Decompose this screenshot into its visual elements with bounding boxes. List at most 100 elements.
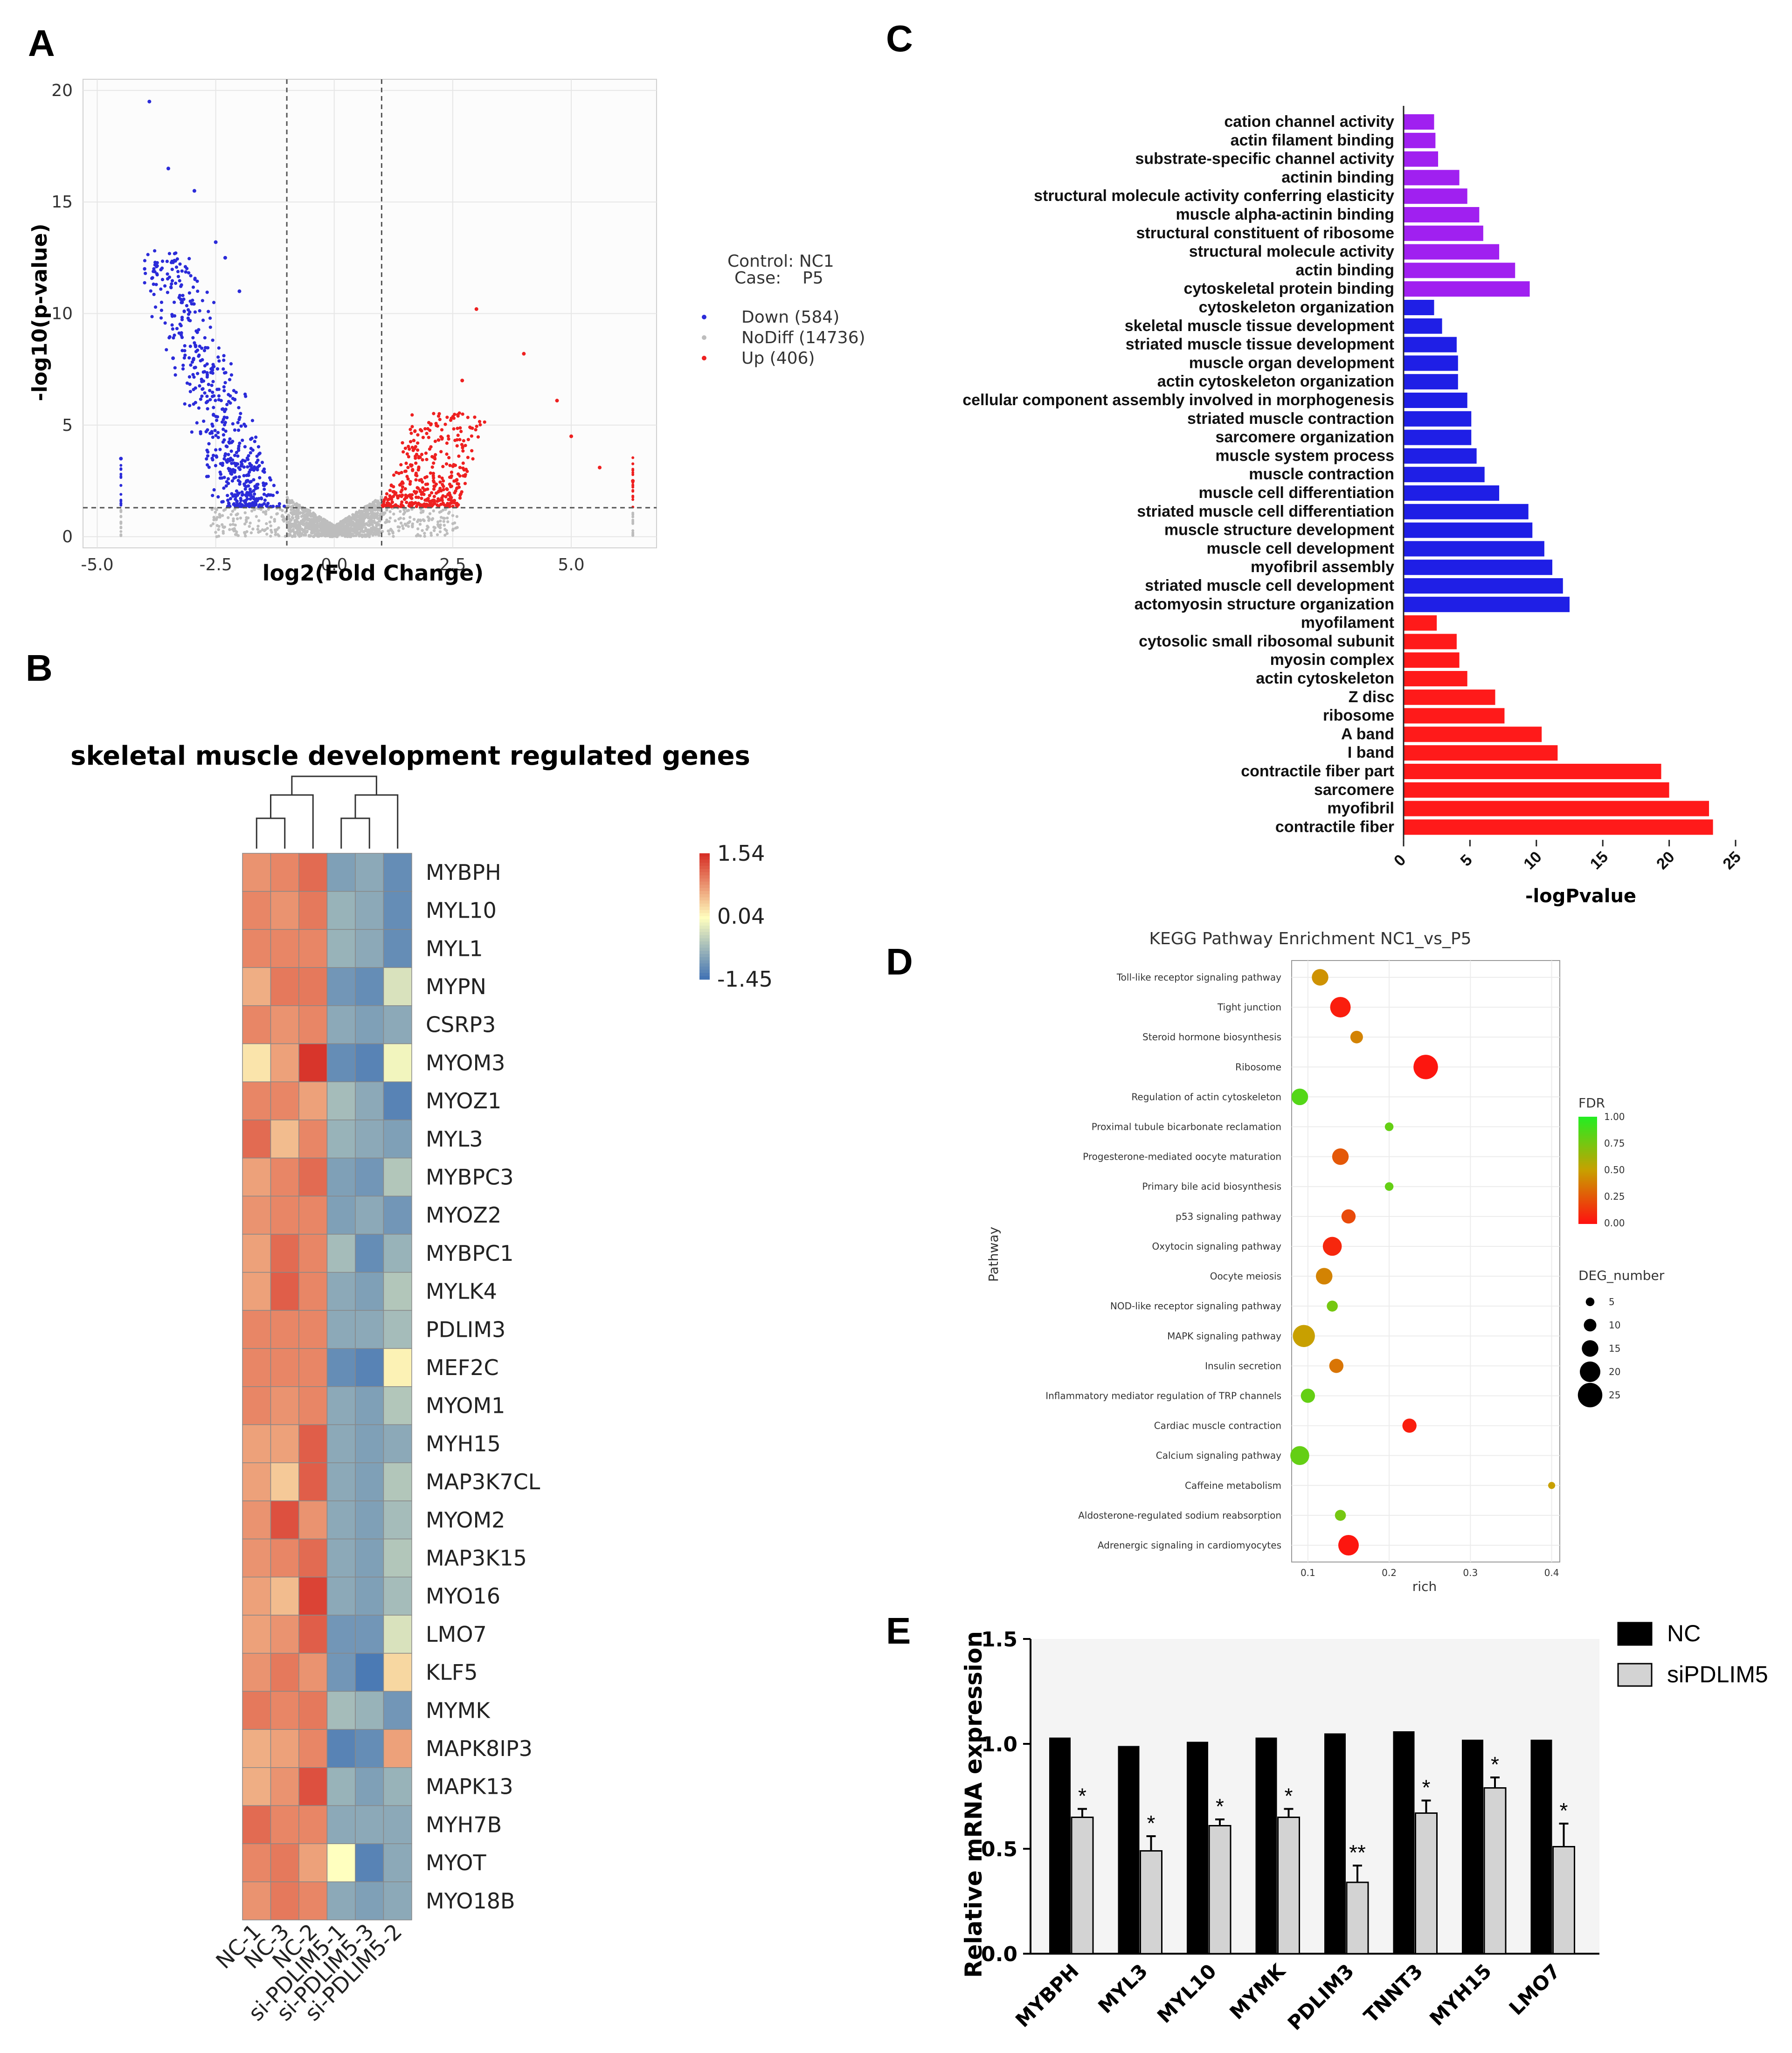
volcano-point-down: [249, 497, 252, 501]
volcano-point-down: [268, 476, 272, 480]
heatmap-cell: [383, 1462, 412, 1501]
kegg-dot: [1413, 1055, 1438, 1079]
volcano-point-down: [265, 494, 269, 498]
volcano-point-down: [191, 373, 195, 377]
go-term-label: structural constituent of ribosome: [1136, 224, 1395, 242]
heatmap-cell: [270, 1462, 299, 1501]
kegg-pathway-label: Inflammatory mediator regulation of TRP …: [1045, 1390, 1281, 1401]
go-bar: [1404, 170, 1460, 186]
volcano-point-nodiff: [326, 532, 330, 535]
volcano-point-nodiff: [292, 525, 295, 528]
volcano-point-up: [431, 498, 435, 502]
heatmap-cell: [383, 1386, 412, 1425]
volcano-point-up: [414, 478, 418, 482]
volcano-point-up: [410, 413, 414, 417]
volcano-point-down: [236, 429, 241, 432]
kegg-fdr-legend-label: 0.50: [1604, 1164, 1625, 1175]
volcano-point-down: [231, 468, 235, 471]
volcano-point-down: [222, 371, 227, 375]
volcano-point-nodiff: [360, 510, 363, 513]
volcano-point-nodiff: [255, 515, 258, 518]
volcano-point-down: [195, 421, 199, 425]
volcano-point-down: [233, 428, 237, 432]
volcano-point-down: [199, 432, 202, 435]
kegg-fdr-legend-labels: 1.00 0.75 0.50 0.25 0.00: [1604, 1111, 1625, 1229]
heatmap-panel: skeletal muscle development regulated ge…: [70, 741, 773, 2026]
volcano-point-up: [408, 482, 412, 486]
volcano-point-up: [442, 479, 445, 483]
heatmap-cell: [298, 1729, 328, 1768]
heatmap-cell: [270, 1348, 299, 1387]
volcano-point-nodiff: [245, 530, 249, 533]
volcano-point-nodiff: [218, 512, 221, 516]
heatmap-column-labels: NC-1NC-3NC-2si-PDLIM5-1si-PDLIM5-3si-PDL…: [211, 1919, 407, 2025]
volcano-point-nodiff: [342, 525, 346, 528]
volcano-point-down: [214, 454, 218, 458]
volcano-point-down: [243, 459, 247, 463]
volcano-gridlines: [83, 79, 657, 548]
volcano-point-nodiff: [302, 530, 305, 533]
volcano-point-down: [187, 308, 190, 312]
heatmap-cell: [383, 1157, 412, 1197]
volcano-point-nodiff: [239, 516, 242, 520]
heatmap-colorbar-segment: [699, 967, 710, 970]
heatmap-row-label: MYOZ1: [426, 1088, 501, 1113]
heatmap-colorbar-segment: [699, 976, 710, 980]
volcano-point-up: [435, 503, 439, 507]
heatmap-row-label: CSRP3: [426, 1012, 496, 1037]
volcano-point-nodiff: [339, 523, 343, 526]
go-term-label: actomyosin structure organization: [1135, 595, 1394, 613]
volcano-point-nodiff: [306, 509, 309, 512]
heatmap-cell: [242, 1691, 271, 1730]
volcano-point-up: [433, 484, 437, 488]
volcano-point-edge: [119, 530, 123, 533]
volcano-point-nodiff: [210, 508, 214, 511]
volcano-point-up: [448, 494, 452, 498]
volcano-point-up: [397, 471, 401, 475]
volcano-point-up: [445, 441, 449, 445]
heatmap-row-label: MAPK13: [426, 1774, 513, 1799]
volcano-point-nodiff: [298, 532, 302, 535]
volcano-point-nodiff: [439, 519, 442, 523]
volcano-point-nodiff: [426, 525, 430, 529]
heatmap-cell: [270, 1120, 299, 1159]
heatmap-cell: [298, 1767, 328, 1806]
heatmap-cell: [383, 1729, 412, 1768]
volcano-point-down: [235, 492, 240, 496]
volcano-point-down: [242, 474, 246, 477]
volcano-point-nodiff: [228, 528, 231, 531]
volcano-point-down: [166, 272, 169, 276]
volcano-point-up: [425, 457, 429, 462]
volcano-point-up: [456, 433, 460, 437]
volcano-point-up: [463, 482, 467, 485]
kegg-dot: [1350, 1030, 1363, 1044]
volcano-point-nodiff: [430, 518, 434, 521]
volcano-point-nodiff: [221, 530, 225, 533]
volcano-point-nodiff: [351, 521, 354, 524]
volcano-point-down: [171, 356, 175, 360]
heatmap-cell: [326, 1043, 356, 1082]
volcano-point-nodiff: [313, 520, 317, 524]
qpcr-plot-background: [1031, 1639, 1599, 1954]
volcano-point-down: [175, 327, 179, 331]
volcano-point-up: [458, 466, 462, 470]
kegg-dot: [1301, 1389, 1315, 1403]
go-bar: [1404, 188, 1467, 204]
volcano-point-up: [446, 502, 450, 505]
volcano-point-nodiff: [357, 524, 360, 528]
volcano-point-nodiff: [438, 530, 442, 533]
volcano-point-nodiff: [228, 523, 232, 526]
heatmap-cell: [355, 1767, 384, 1806]
volcano-point-up: [437, 475, 441, 478]
heatmap-cell: [383, 1615, 412, 1654]
kegg-size-legend-label: 5: [1609, 1296, 1615, 1307]
volcano-point-nodiff: [354, 517, 357, 520]
volcano-point-down: [188, 404, 192, 408]
heatmap-cell: [298, 853, 328, 892]
volcano-point-up: [400, 470, 403, 475]
volcano-point-down: [206, 428, 209, 432]
heatmap-cell: [270, 1081, 299, 1120]
heatmap-cell: [383, 1234, 412, 1273]
volcano-point-up: [408, 447, 411, 451]
